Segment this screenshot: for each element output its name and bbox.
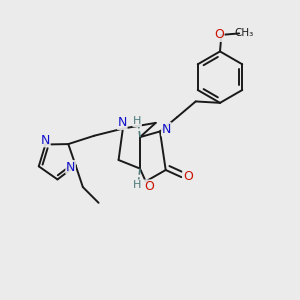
Text: H: H <box>133 180 141 190</box>
Text: N: N <box>41 134 50 147</box>
Text: O: O <box>144 180 154 193</box>
Text: O: O <box>214 28 224 41</box>
Text: N: N <box>118 116 127 129</box>
Text: N: N <box>162 123 171 136</box>
Text: N: N <box>66 160 75 174</box>
Text: CH₃: CH₃ <box>235 28 254 38</box>
Text: H: H <box>133 116 141 126</box>
Text: O: O <box>183 170 193 183</box>
